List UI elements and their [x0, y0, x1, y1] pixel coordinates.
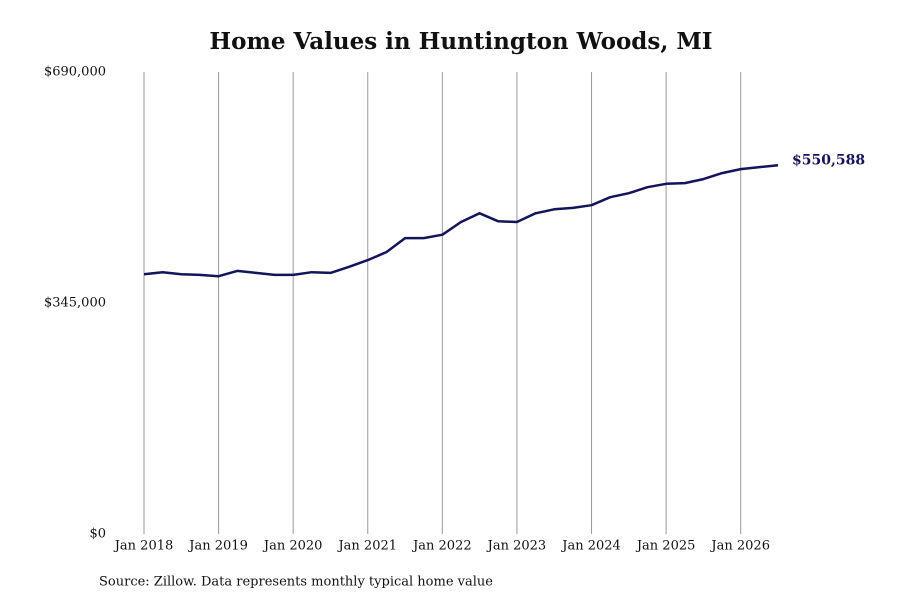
- x-tick-label: Jan 2025: [635, 539, 696, 554]
- x-tick-label: Jan 2021: [336, 539, 397, 554]
- chart-title: Home Values in Huntington Woods, MI: [209, 28, 712, 55]
- x-tick-label: Jan 2024: [560, 539, 621, 554]
- y-tick-label: $345,000: [44, 296, 106, 311]
- x-tick-label: Jan 2023: [486, 539, 547, 554]
- y-tick-label: $0: [89, 527, 106, 542]
- x-tick-label: Jan 2019: [187, 539, 248, 554]
- x-tick-label: Jan 2020: [262, 539, 323, 554]
- y-tick-label: $690,000: [44, 65, 106, 80]
- line: [143, 164, 779, 278]
- x-tick-label: Jan 2026: [709, 539, 770, 554]
- end-value-label: $550,588: [792, 152, 865, 168]
- x-tick-label: Jan 2018: [113, 539, 174, 554]
- x-tick-label: Jan 2022: [411, 539, 472, 554]
- source-note: Source: Zillow. Data represents monthly …: [99, 575, 493, 590]
